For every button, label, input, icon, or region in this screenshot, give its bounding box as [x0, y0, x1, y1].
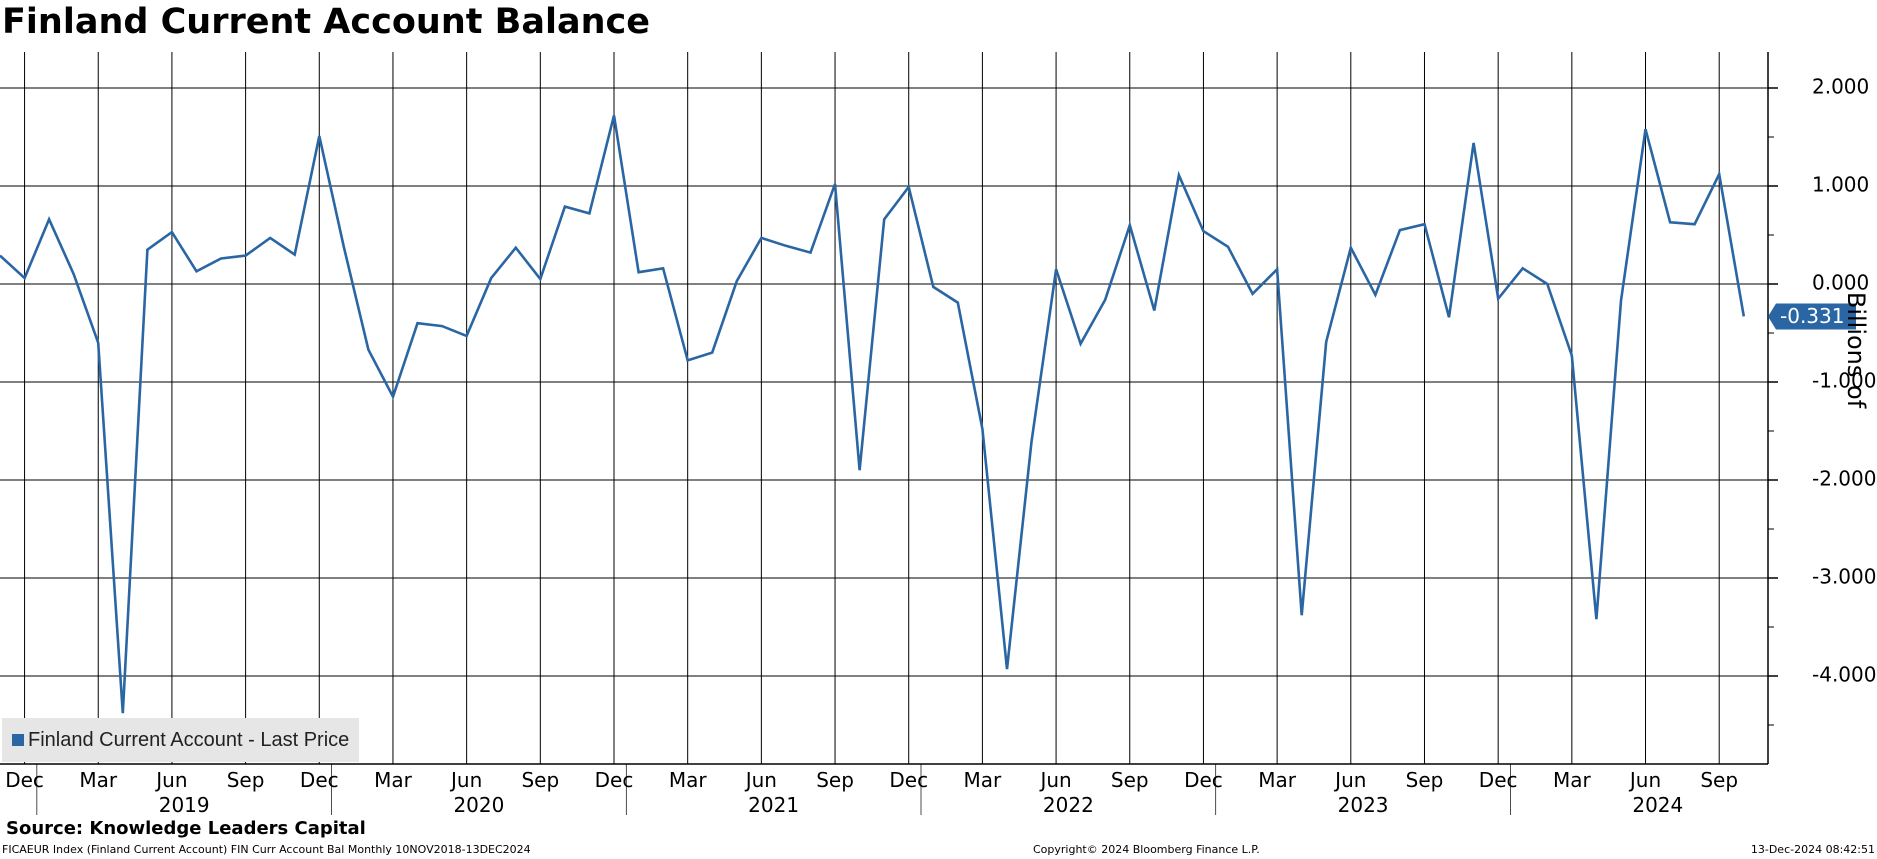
year-label: 2020 [453, 793, 504, 817]
last-value-layer: -0.331 [1768, 303, 1856, 330]
x-tick-label: Dec [300, 768, 339, 792]
y-tick-label: -1.000 [1812, 369, 1876, 393]
y-axis-label: Billions of [1842, 292, 1870, 409]
legend-swatch [12, 734, 24, 746]
x-tick-label: Mar [79, 768, 118, 792]
y-tick-label: -4.000 [1812, 663, 1876, 687]
x-tick-label: Jun [449, 768, 482, 792]
x-tick-label: Sep [1406, 768, 1444, 792]
x-tick-label: Jun [1628, 768, 1661, 792]
last-value-tag [1768, 303, 1856, 330]
last-value-label: -0.331 [1780, 304, 1844, 328]
x-tick-label: Sep [1111, 768, 1149, 792]
footer-copyright: Copyright© 2024 Bloomberg Finance L.P. [1033, 843, 1260, 856]
plot-frame [0, 52, 1769, 765]
x-tick-label: Dec [1479, 768, 1518, 792]
y-tick-label: 2.000 [1812, 75, 1869, 99]
x-tick-label: Mar [374, 768, 413, 792]
x-tick-label: Jun [154, 768, 187, 792]
chart-title: Finland Current Account Balance [2, 2, 650, 42]
x-tick-label: Jun [1333, 768, 1366, 792]
x-tick-label: Dec [5, 768, 44, 792]
x-axis: Dec Mar Jun Sep Dec Mar Jun Sep Dec Mar Jun Sep Dec M… [5, 764, 1738, 817]
x-tick-label: Mar [669, 768, 708, 792]
footer-timestamp: 13-Dec-2024 08:42:51 [1750, 843, 1875, 856]
y-axis: 2.000 1.000 0.000 -1.000 -2.000 -3.000 -4.000 [1768, 75, 1876, 726]
x-tick-label: Sep [1700, 768, 1738, 792]
series-layer [0, 115, 1746, 714]
year-label: 2024 [1632, 793, 1683, 817]
year-label: 2022 [1043, 793, 1094, 817]
x-tick-label: Dec [1184, 768, 1223, 792]
y-tick-label: 0.000 [1812, 271, 1869, 295]
x-tick-label: Sep [816, 768, 854, 792]
footer-ticker: FICAEUR Index (Finland Current Account) … [2, 843, 531, 856]
x-tick-label: Sep [521, 768, 559, 792]
legend: Finland Current Account - Last Price [2, 718, 360, 762]
y-tick-label: -3.000 [1812, 565, 1876, 589]
year-label: 2019 [159, 793, 210, 817]
x-tick-label: Dec [889, 768, 928, 792]
y-tick-label: -2.000 [1812, 467, 1876, 491]
x-tick-label: Dec [595, 768, 634, 792]
x-tick-label: Mar [1553, 768, 1592, 792]
x-tick-label: Jun [744, 768, 777, 792]
y-tick-label: 1.000 [1812, 173, 1869, 197]
grid-lines [0, 52, 1768, 764]
x-tick-label: Mar [1258, 768, 1297, 792]
x-tick-label: Mar [964, 768, 1003, 792]
series-line [0, 115, 1746, 714]
source-note: Source: Knowledge Leaders Capital [6, 818, 366, 839]
year-label: 2021 [748, 793, 799, 817]
x-tick-label: Jun [1038, 768, 1071, 792]
year-label: 2023 [1338, 793, 1389, 817]
x-tick-label: Sep [227, 768, 265, 792]
legend-label: Finland Current Account - Last Price [28, 728, 350, 751]
